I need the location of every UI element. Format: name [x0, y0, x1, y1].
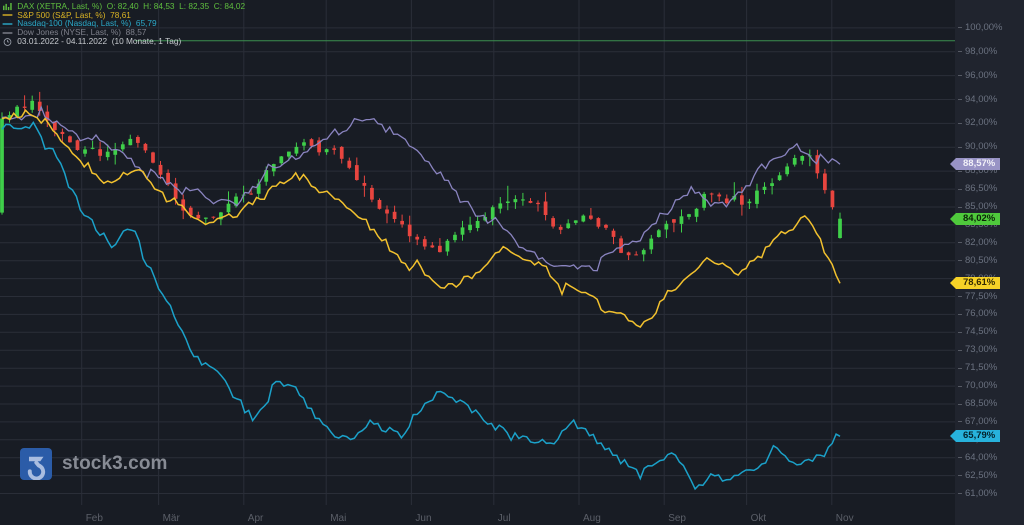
svg-text:Mär: Mär	[163, 513, 181, 524]
svg-text:Sep: Sep	[668, 513, 686, 524]
svg-text:Okt: Okt	[751, 513, 767, 524]
svg-text:Feb: Feb	[86, 513, 104, 524]
svg-text:Jul: Jul	[498, 513, 511, 524]
svg-text:Aug: Aug	[583, 513, 601, 524]
svg-text:Mai: Mai	[330, 513, 346, 524]
svg-text:Apr: Apr	[248, 513, 264, 524]
svg-text:Jun: Jun	[415, 513, 431, 524]
svg-text:Nov: Nov	[836, 513, 854, 524]
